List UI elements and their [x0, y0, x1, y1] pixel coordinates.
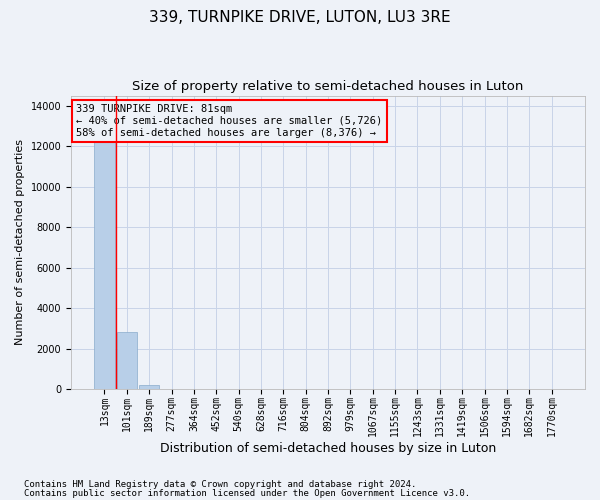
Text: 339, TURNPIKE DRIVE, LUTON, LU3 3RE: 339, TURNPIKE DRIVE, LUTON, LU3 3RE — [149, 10, 451, 25]
Text: 339 TURNPIKE DRIVE: 81sqm
← 40% of semi-detached houses are smaller (5,726)
58% : 339 TURNPIKE DRIVE: 81sqm ← 40% of semi-… — [76, 104, 382, 138]
X-axis label: Distribution of semi-detached houses by size in Luton: Distribution of semi-detached houses by … — [160, 442, 496, 455]
Title: Size of property relative to semi-detached houses in Luton: Size of property relative to semi-detach… — [133, 80, 524, 93]
Bar — [139, 385, 159, 389]
Y-axis label: Number of semi-detached properties: Number of semi-detached properties — [15, 140, 25, 346]
Bar — [94, 116, 115, 389]
Bar — [117, 332, 137, 389]
Text: Contains HM Land Registry data © Crown copyright and database right 2024.: Contains HM Land Registry data © Crown c… — [24, 480, 416, 489]
Text: Contains public sector information licensed under the Open Government Licence v3: Contains public sector information licen… — [24, 489, 470, 498]
